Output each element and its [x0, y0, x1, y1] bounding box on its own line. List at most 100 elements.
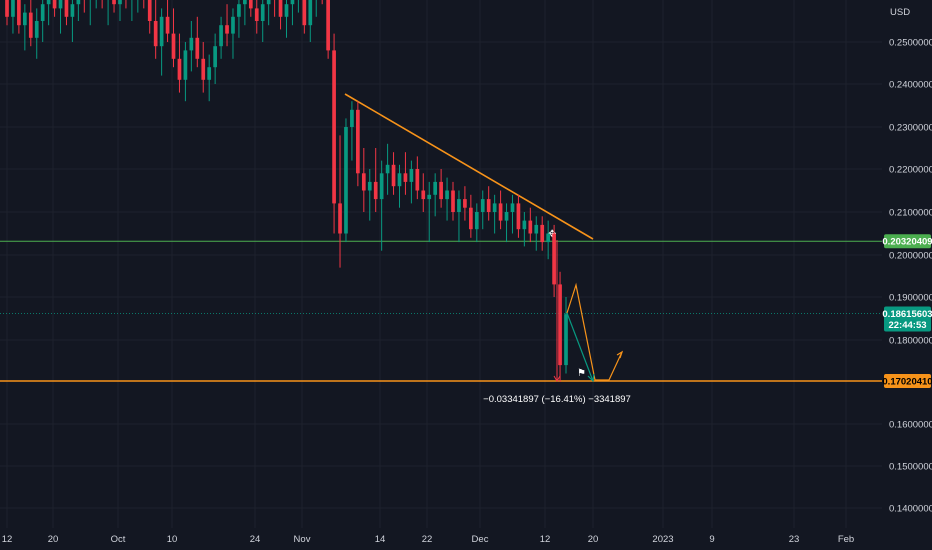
candle-body: [463, 199, 467, 208]
x-tick-label: Oct: [111, 534, 126, 545]
candle-body: [332, 50, 336, 204]
candle-body: [486, 199, 491, 212]
candle-body: [171, 33, 176, 59]
current-price-tag-text: 22:44:53: [888, 320, 926, 331]
candle-body: [492, 203, 497, 212]
x-tick-label: Nov: [294, 534, 311, 545]
candle-body: [118, 0, 122, 5]
candle-body: [510, 203, 515, 212]
candle-body: [70, 4, 75, 17]
candle-body: [516, 203, 521, 230]
candle-body: [58, 0, 63, 9]
candle-body: [153, 21, 158, 47]
candle-body: [284, 4, 289, 17]
candle-body: [189, 37, 194, 51]
time-axis[interactable]: 12 20 Oct 10 24 Nov 14 22 Dec 12 20 2023 9 23 Feb: [2, 534, 854, 545]
candle-body: [231, 16, 235, 34]
candle-body: [266, 0, 271, 5]
candle-body: [433, 181, 438, 195]
candle-body: [391, 164, 396, 187]
candle-body: [11, 0, 15, 17]
candle-body: [522, 220, 527, 230]
current-price-tag-bg: [884, 306, 931, 332]
candle-body: [308, 0, 313, 26]
candle-body: [415, 169, 420, 191]
candle-body: [564, 314, 568, 366]
candle-body: [534, 224, 539, 234]
green-level-tag-bg: [884, 234, 931, 249]
y-tick-label: 0.14000000: [889, 504, 932, 515]
candle-body: [504, 212, 509, 221]
x-tick-label: Feb: [838, 534, 854, 545]
x-tick-label: 23: [789, 534, 800, 545]
candle-body: [421, 190, 426, 200]
projected-arrow-head: [616, 350, 624, 359]
candle-body: [278, 0, 283, 17]
flag-icon: ⚑: [577, 368, 586, 379]
candle-body: [367, 181, 372, 191]
candle-body: [260, 4, 265, 21]
candle-body: [112, 0, 116, 5]
candle-body: [302, 0, 307, 26]
candle-body: [427, 194, 432, 200]
candle-body: [457, 199, 461, 212]
candle-body: [528, 220, 533, 234]
candle-body: [64, 0, 69, 17]
candle-body: [326, 0, 330, 51]
projected-arrow-head: [587, 373, 595, 383]
candle-body: [445, 190, 449, 200]
candle-body: [207, 67, 212, 80]
x-tick-label: 20: [588, 534, 599, 545]
candle-body: [254, 8, 259, 21]
candle-body: [469, 207, 473, 230]
candle-body: [344, 127, 348, 234]
candle-body: [76, 0, 81, 5]
candle-body: [451, 190, 455, 212]
candle-body: [397, 173, 402, 187]
candle-body: [219, 25, 223, 47]
projected-path-green: [566, 312, 594, 382]
candle-body: [17, 0, 21, 26]
candle-body: [22, 12, 27, 26]
x-tick-label: 22: [422, 534, 433, 545]
candle-body: [540, 224, 545, 243]
chart-grid: [0, 0, 882, 528]
x-tick-label: 10: [167, 534, 178, 545]
candle-body: [558, 284, 562, 366]
horizontal-levels: [0, 240, 882, 382]
candle-body: [201, 58, 206, 80]
candle-body: [5, 0, 9, 17]
candle-body: [409, 169, 414, 182]
candle-body: [52, 0, 57, 9]
candle-body: [237, 4, 241, 17]
measurement-tool: −0.03341897 (−16.41%) −3341897: [483, 394, 631, 405]
candle-body: [213, 46, 217, 68]
green-level-tag-text: 0.20320409: [882, 237, 932, 248]
candle-body: [165, 16, 170, 34]
orange-level-tag-text: 0.17020410: [882, 377, 932, 388]
orange-level-tag-bg: [884, 374, 931, 388]
candle-body: [147, 0, 152, 21]
x-tick-label: 12: [540, 534, 551, 545]
candle-body: [40, 4, 45, 21]
candle-body: [379, 173, 384, 200]
candle-body: [177, 58, 182, 80]
candle-body: [34, 21, 39, 38]
descending-trendline: [344, 93, 594, 240]
candles: [5, 0, 568, 382]
candle-body: [195, 37, 200, 59]
candle-body: [439, 181, 443, 200]
x-tick-label: Dec: [472, 534, 489, 545]
candle-body: [385, 164, 390, 174]
